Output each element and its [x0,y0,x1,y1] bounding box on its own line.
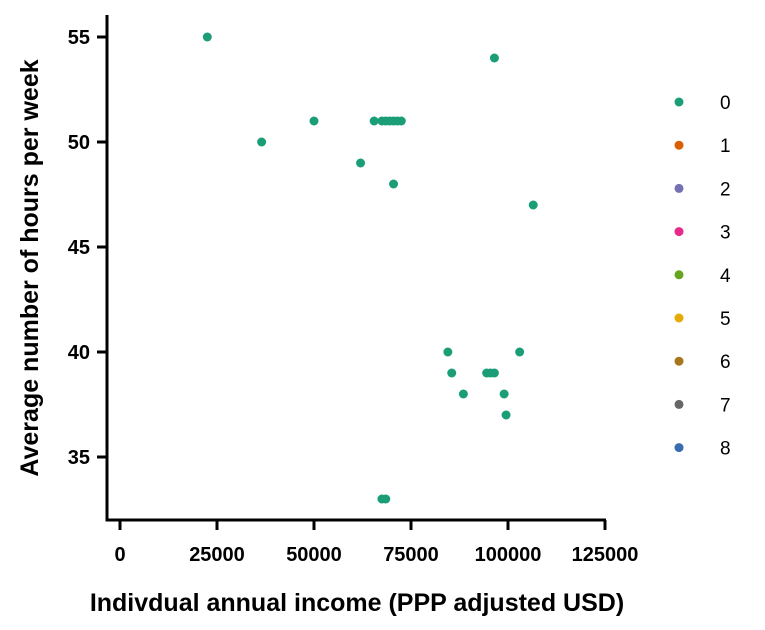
y-axis-title: Average number of hours per week [16,59,44,476]
x-tick-label-0: 0 [114,544,125,566]
y-tick-label-4: 55 [68,27,90,49]
data-point-0-24 [381,494,391,504]
y-axis-ticks: 35 40 45 50 55 [68,27,107,469]
data-point-0-15 [515,347,525,357]
x-tick-label-2: 50000 [286,544,342,566]
legend-label-6: 6 [720,352,731,373]
legend-marker-7 [674,399,684,409]
legend-label-0: 0 [720,93,731,114]
legend-marker-0 [674,97,684,107]
y-tick-label-0: 35 [68,447,90,469]
x-tick-label-3: 75000 [383,544,439,566]
axes [105,15,606,522]
data-point-0-1 [489,53,499,63]
legend-label-4: 4 [720,266,731,287]
data-point-0-2 [309,116,319,126]
legend-label-3: 3 [720,223,731,244]
data-point-0-11 [356,158,366,168]
legend-label-7: 7 [720,395,731,416]
x-tick-label-4: 100000 [475,544,542,566]
legend-marker-6 [674,356,684,366]
data-point-0-21 [499,389,509,399]
legend: 0 1 2 3 4 5 6 7 8 [674,93,731,460]
legend-label-8: 8 [720,439,731,460]
legend-marker-1 [674,140,684,150]
data-point-0-3 [369,116,379,126]
x-tick-label-5: 125000 [572,544,639,566]
x-tick-label-1: 25000 [189,544,245,566]
legend-marker-2 [674,183,684,193]
data-point-0-12 [389,179,399,189]
data-point-0-10 [257,137,267,147]
x-axis-ticks: 0 25000 50000 75000 100000 125000 [114,520,638,566]
legend-label-2: 2 [720,179,731,200]
x-axis-title: Indivdual annual income (PPP adjusted US… [90,589,624,617]
data-point-0-0 [202,32,212,42]
data-points [202,32,538,504]
legend-marker-4 [674,270,684,280]
data-point-0-22 [501,410,511,420]
data-point-0-19 [489,368,499,378]
legend-marker-3 [674,227,684,237]
legend-label-1: 1 [720,136,731,157]
y-tick-label-2: 45 [68,237,90,259]
y-tick-label-1: 40 [68,342,90,364]
legend-label-5: 5 [720,309,731,330]
data-point-0-13 [528,200,538,210]
data-point-0-20 [458,389,468,399]
data-point-0-14 [443,347,453,357]
data-point-0-16 [447,368,457,378]
y-tick-label-3: 50 [68,132,90,154]
legend-marker-8 [674,443,684,453]
data-point-0-9 [396,116,406,126]
legend-marker-5 [674,313,684,323]
